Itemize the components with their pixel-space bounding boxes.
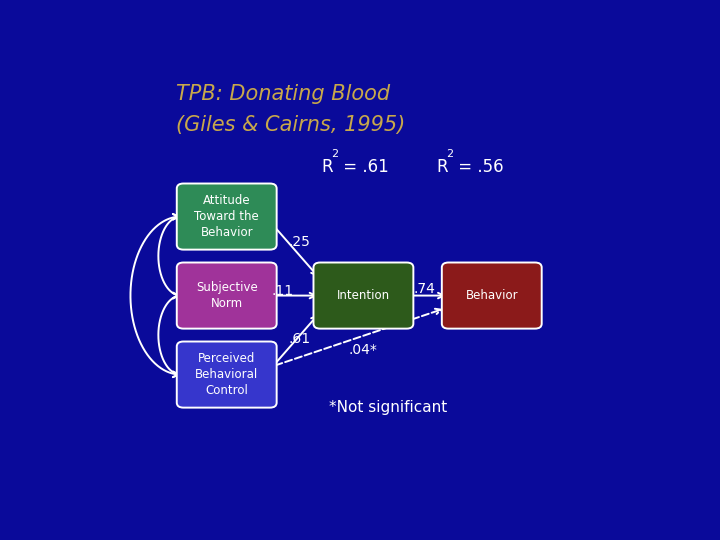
Text: Behavior: Behavior — [465, 289, 518, 302]
Text: *Not significant: *Not significant — [330, 400, 448, 415]
Text: R: R — [322, 158, 333, 176]
Text: .04*: .04* — [349, 342, 378, 356]
Text: .61: .61 — [288, 332, 310, 346]
Text: = .56: = .56 — [453, 158, 503, 176]
Text: Subjective
Norm: Subjective Norm — [196, 281, 258, 310]
FancyBboxPatch shape — [177, 184, 276, 249]
FancyBboxPatch shape — [313, 262, 413, 329]
Text: (Giles & Cairns, 1995): (Giles & Cairns, 1995) — [176, 114, 406, 134]
Text: = .61: = .61 — [338, 158, 389, 176]
FancyBboxPatch shape — [442, 262, 541, 329]
Text: Intention: Intention — [337, 289, 390, 302]
Text: Perceived
Behavioral
Control: Perceived Behavioral Control — [195, 352, 258, 397]
Text: Attitude
Toward the
Behavior: Attitude Toward the Behavior — [194, 194, 259, 239]
FancyBboxPatch shape — [177, 341, 276, 408]
Text: 2: 2 — [446, 149, 453, 159]
Text: .74: .74 — [414, 282, 436, 296]
Text: .25: .25 — [288, 234, 310, 248]
Text: TPB: Donating Blood: TPB: Donating Blood — [176, 84, 391, 104]
Text: R: R — [436, 158, 448, 176]
Text: .11: .11 — [271, 285, 294, 299]
Text: 2: 2 — [332, 149, 338, 159]
FancyBboxPatch shape — [177, 262, 276, 329]
